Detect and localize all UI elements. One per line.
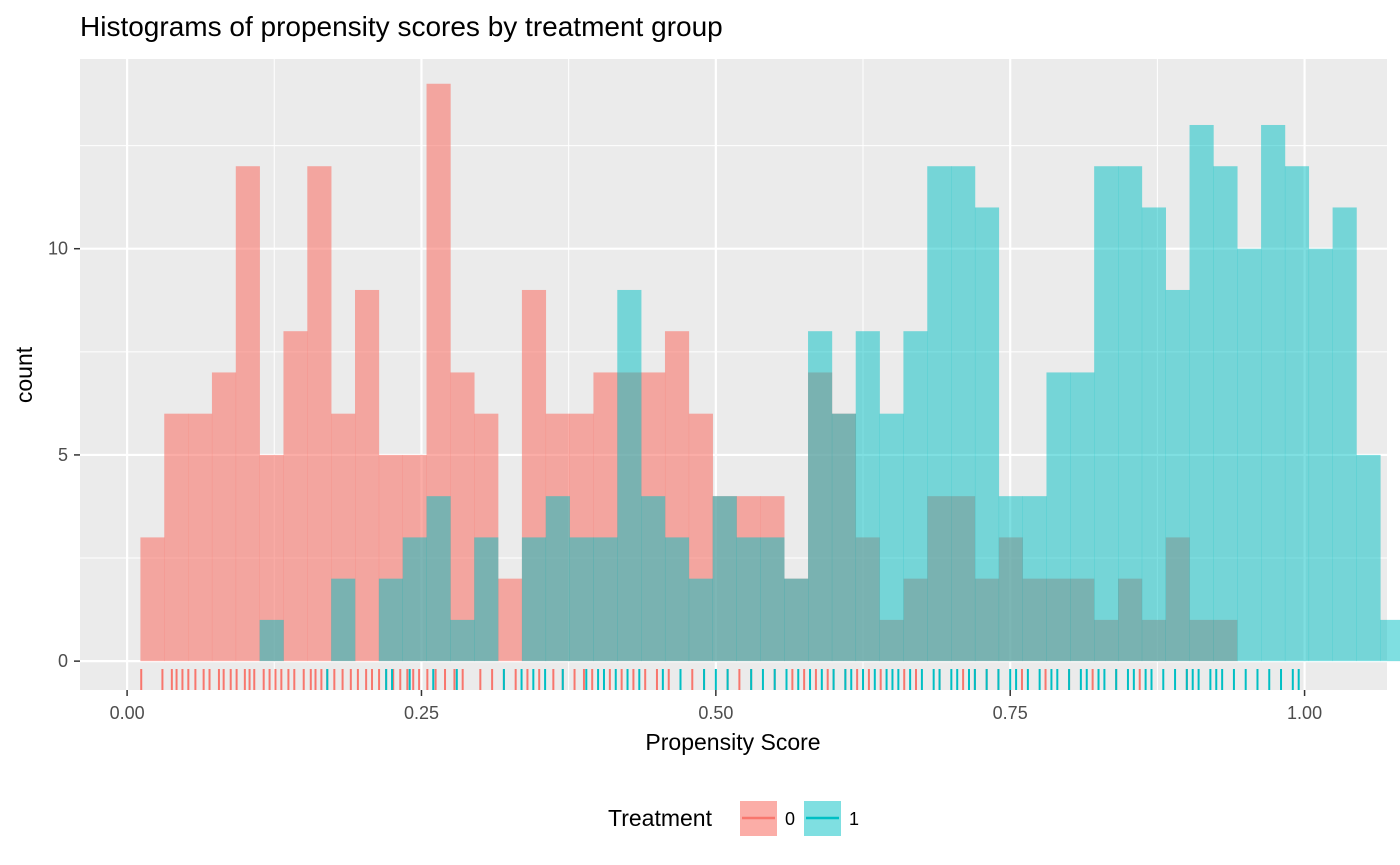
bar-treatment-1 <box>426 496 451 662</box>
bar-treatment-0 <box>283 331 308 662</box>
rug-marks <box>140 669 1300 690</box>
legend-title: Treatment <box>608 805 713 831</box>
bar-treatment-1 <box>378 578 403 662</box>
bar-treatment-0 <box>354 289 380 662</box>
bar-treatment-1 <box>1261 124 1286 662</box>
bar-treatment-0 <box>211 372 237 662</box>
bar-treatment-0 <box>140 537 165 662</box>
bar-treatment-1 <box>1308 248 1333 662</box>
legend-label-0: 0 <box>785 809 795 829</box>
bar-treatment-1 <box>1165 289 1190 662</box>
bar-treatment-1 <box>998 496 1023 662</box>
bar-treatment-1 <box>1141 207 1166 662</box>
bar-treatment-1 <box>1380 619 1400 662</box>
bar-treatment-1 <box>1094 166 1119 662</box>
bar-treatment-1 <box>1332 207 1357 662</box>
bar-treatment-1 <box>569 537 594 662</box>
bar-treatment-0 <box>188 413 213 662</box>
bar-treatment-1 <box>331 578 356 662</box>
legend: Treatment 0 1 <box>608 801 859 836</box>
legend-label-1: 1 <box>849 809 859 829</box>
bar-treatment-1 <box>641 496 666 662</box>
bar-treatment-0 <box>307 166 332 662</box>
bar-treatment-1 <box>402 537 427 662</box>
bar-treatment-1 <box>1118 166 1143 662</box>
bar-treatment-1 <box>951 166 976 662</box>
bar-treatment-1 <box>1046 372 1071 662</box>
bar-treatment-1 <box>1284 166 1310 662</box>
bar-treatment-1 <box>784 578 809 662</box>
bar-treatment-1 <box>879 413 904 662</box>
bar-treatment-1 <box>450 619 475 662</box>
x-tick-label: 0.00 <box>110 703 145 723</box>
y-tick-label: 0 <box>58 651 68 671</box>
bar-treatment-1 <box>736 537 761 662</box>
y-tick-label: 10 <box>48 239 68 259</box>
bar-treatment-1 <box>974 207 1000 662</box>
y-tick-label: 5 <box>58 445 68 465</box>
bar-treatment-1 <box>664 537 690 662</box>
bar-treatment-1 <box>1237 248 1262 662</box>
x-tick-label: 1.00 <box>1287 703 1322 723</box>
bar-treatment-1 <box>593 537 618 662</box>
bar-treatment-1 <box>1070 372 1095 662</box>
bar-treatment-0 <box>450 372 475 662</box>
x-axis-title: Propensity Score <box>645 729 820 755</box>
bar-treatment-1 <box>259 619 284 662</box>
x-tick-label: 0.75 <box>993 703 1028 723</box>
bar-treatment-1 <box>617 289 642 662</box>
bar-treatment-1 <box>1189 124 1214 662</box>
histogram-bars <box>140 83 1400 662</box>
y-axis-title: count <box>11 346 37 403</box>
bar-treatment-1 <box>855 331 880 662</box>
bar-treatment-0 <box>498 578 523 662</box>
bar-treatment-1 <box>808 331 833 662</box>
bar-treatment-1 <box>474 537 499 662</box>
x-tick-label: 0.50 <box>698 703 733 723</box>
bar-treatment-0 <box>235 166 260 662</box>
bar-treatment-1 <box>1213 166 1238 662</box>
bar-treatment-1 <box>521 537 547 662</box>
bar-treatment-1 <box>688 578 713 662</box>
bar-treatment-1 <box>712 496 737 662</box>
x-tick-label: 0.25 <box>404 703 439 723</box>
chart-title: Histograms of propensity scores by treat… <box>80 11 723 42</box>
bar-treatment-1 <box>831 413 857 662</box>
bar-treatment-1 <box>760 537 785 662</box>
bar-treatment-1 <box>903 331 928 662</box>
bar-treatment-1 <box>1356 454 1381 662</box>
bar-treatment-1 <box>545 496 570 662</box>
axis-ticks: 0.00 0.25 0.50 0.75 1.00 0 5 10 <box>48 239 1322 723</box>
bar-treatment-0 <box>164 413 189 662</box>
bar-treatment-1 <box>927 166 952 662</box>
bar-treatment-1 <box>1022 496 1047 662</box>
